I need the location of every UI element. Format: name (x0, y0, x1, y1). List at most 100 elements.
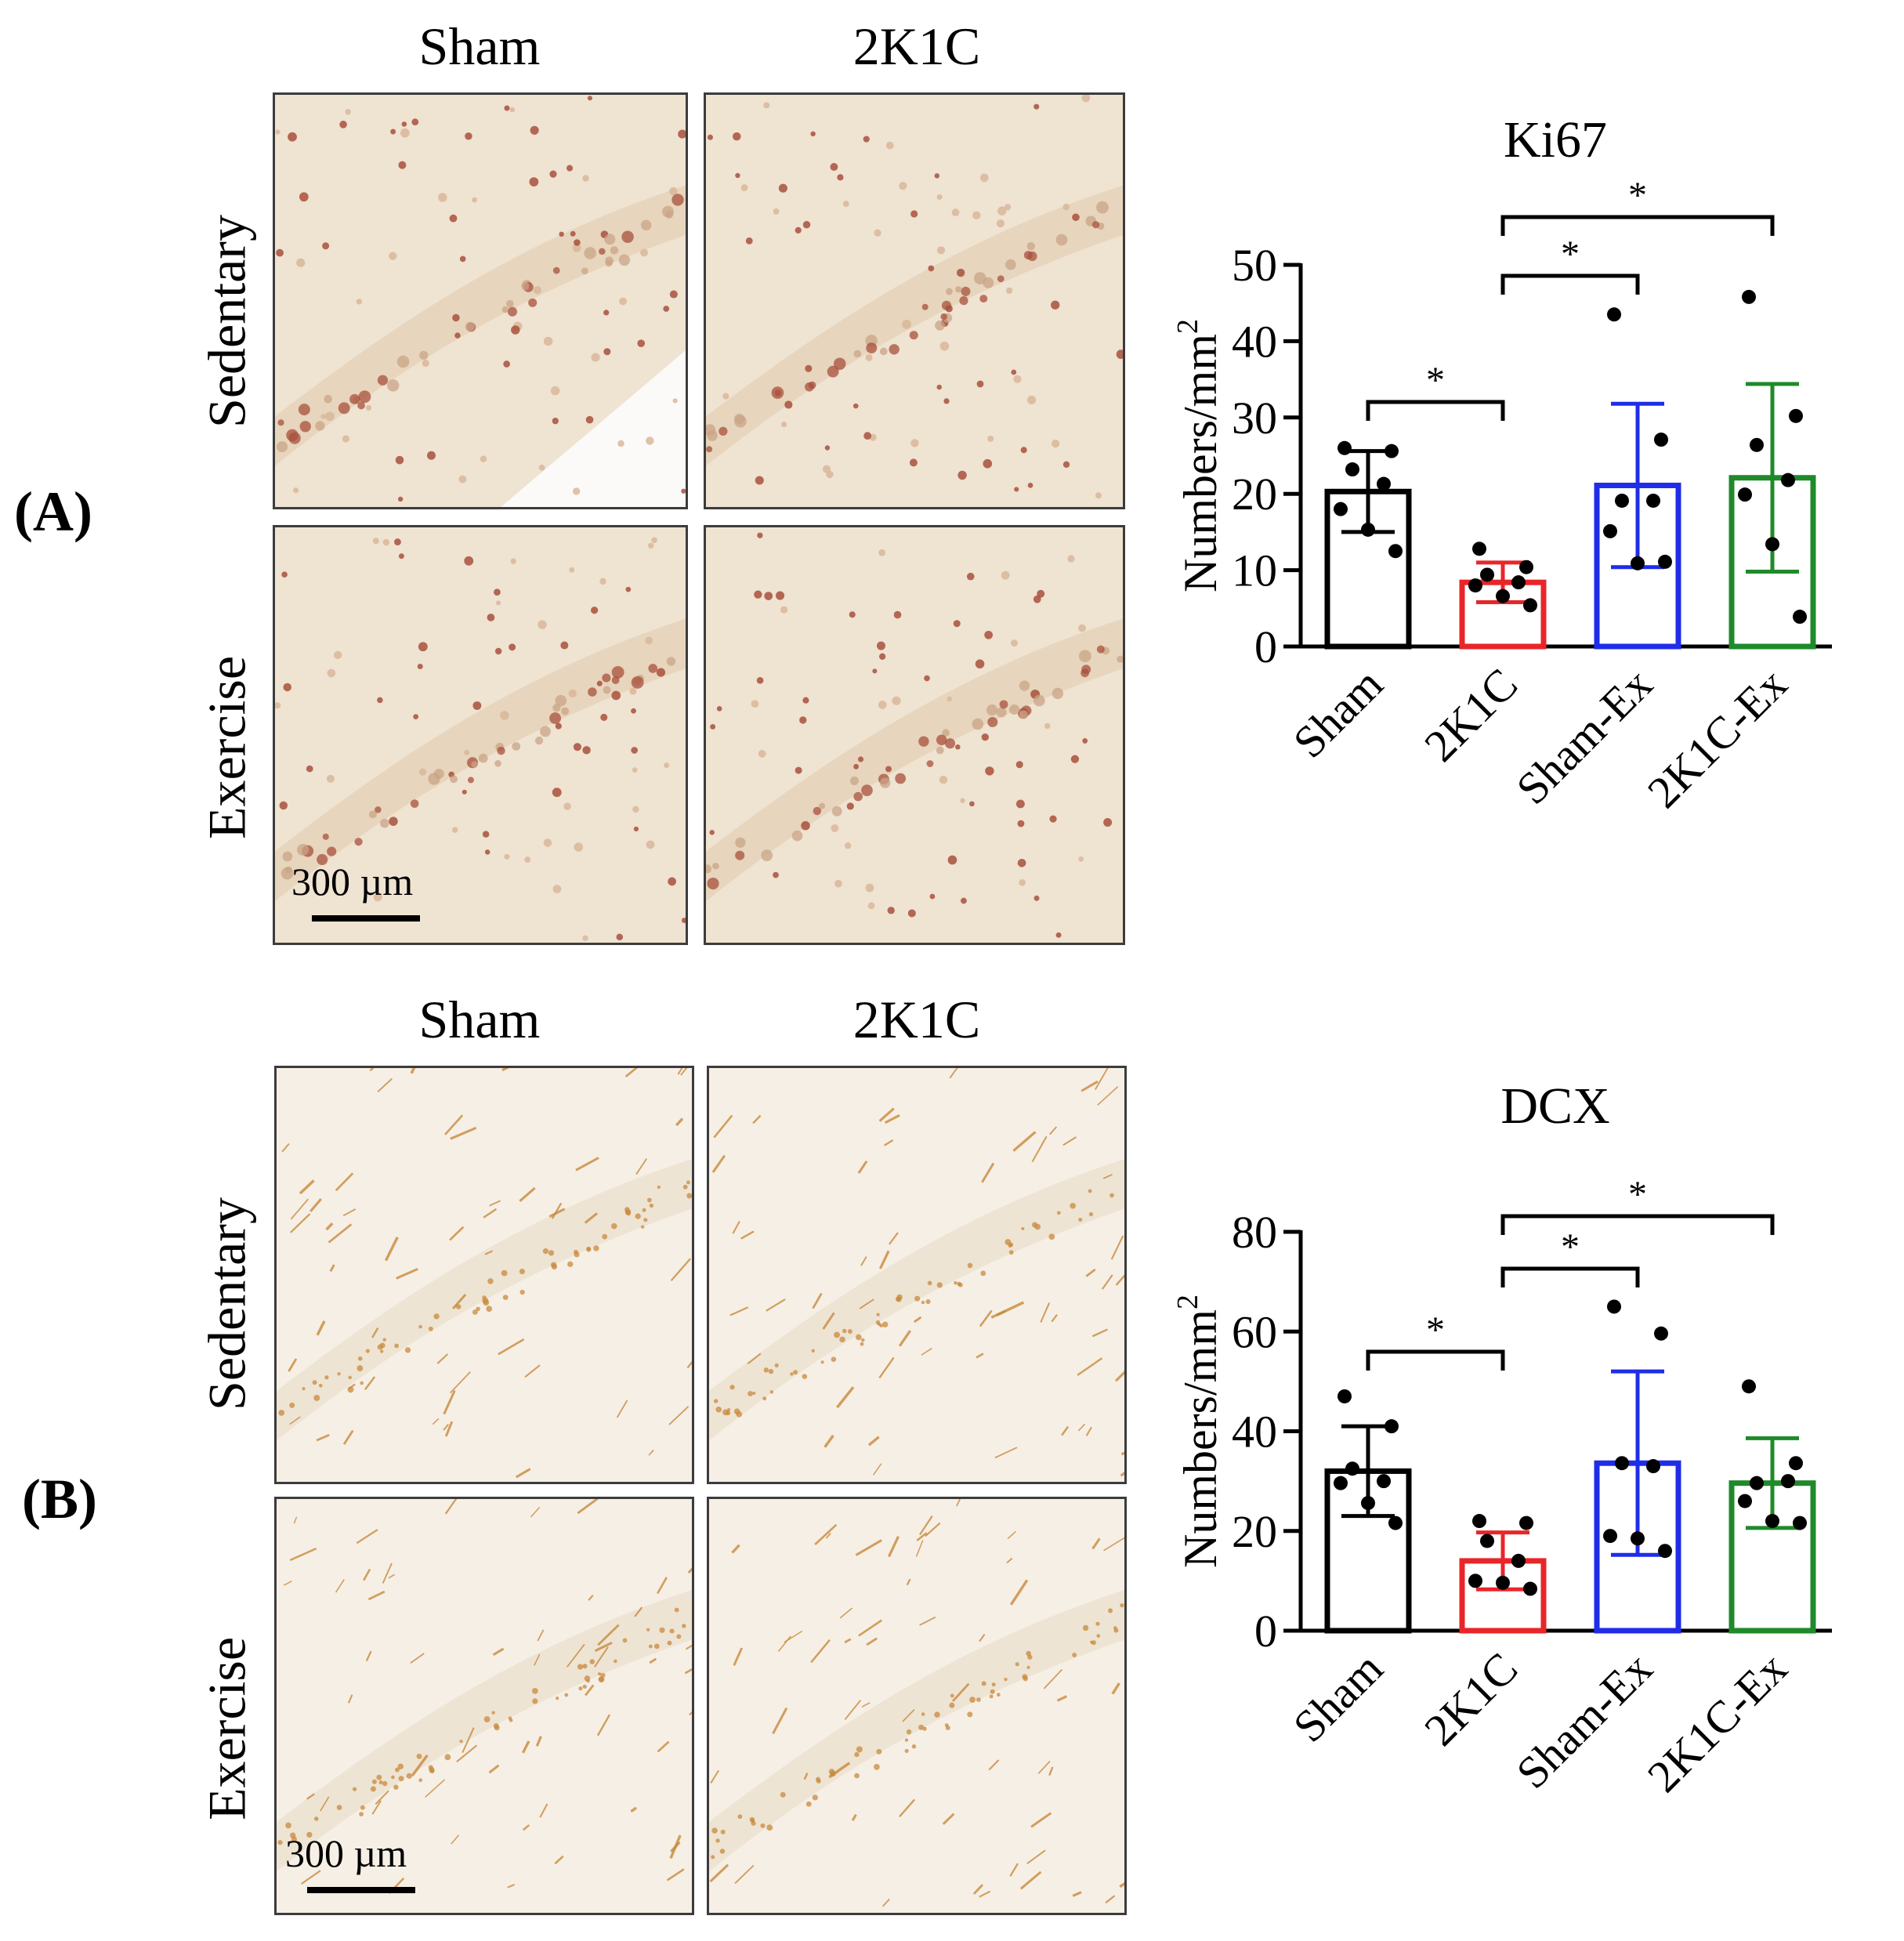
stained-nucleus (706, 446, 713, 453)
stained-nucleus (345, 109, 351, 115)
stained-process (369, 1068, 375, 1072)
stained-process (884, 1114, 900, 1124)
stained-cell (324, 1375, 329, 1380)
stained-nucleus (605, 256, 614, 266)
stained-cell (934, 1711, 940, 1718)
stained-process (979, 1890, 991, 1898)
stained-nucleus (471, 761, 478, 768)
data-point (1385, 1419, 1399, 1434)
stained-process (320, 1796, 330, 1812)
stained-nucleus (582, 935, 588, 941)
stained-process (371, 1327, 379, 1338)
stained-nucleus (866, 342, 878, 354)
stained-nucleus (288, 432, 301, 444)
stained-nucleus (824, 445, 831, 451)
stained-nucleus (707, 877, 719, 890)
stained-cell (780, 1791, 786, 1798)
stained-process (329, 1264, 335, 1273)
stained-nucleus (299, 192, 309, 202)
stained-process (949, 1068, 958, 1079)
stained-cell (676, 1634, 682, 1639)
stained-nucleus (282, 851, 293, 862)
stained-process (889, 1232, 899, 1245)
y-tick-label: 40 (1232, 1407, 1277, 1458)
stained-cell (904, 1748, 909, 1754)
stained-process (657, 1740, 670, 1753)
stained-process (1009, 1579, 1029, 1606)
stained-nucleus (1019, 680, 1030, 691)
significance-star: * (1426, 360, 1445, 401)
stained-cell (1008, 1243, 1012, 1248)
stained-process (976, 1353, 984, 1359)
stained-cell (508, 1716, 512, 1720)
stained-nucleus (813, 806, 822, 816)
x-tick-label: Sham-Ex (1507, 1642, 1663, 1798)
stained-nucleus (979, 295, 988, 303)
stained-process (994, 1447, 1018, 1459)
stained-process (588, 1594, 594, 1601)
stained-cell (1088, 1189, 1092, 1193)
stained-nucleus (297, 843, 309, 856)
stained-cell (967, 1262, 973, 1269)
stained-process (823, 1434, 834, 1448)
stained-process (1026, 1849, 1046, 1864)
stained-process (902, 1709, 915, 1722)
stained-nucleus (452, 827, 458, 833)
micrograph-a-2k1c-sedentary (704, 92, 1125, 509)
stained-nucleus (426, 451, 436, 460)
stained-nucleus (1005, 287, 1013, 295)
stained-cell (847, 1329, 852, 1334)
stained-nucleus (1027, 395, 1037, 405)
stained-nucleus (935, 320, 945, 331)
stained-process (1048, 1126, 1058, 1135)
stained-process (1120, 1472, 1124, 1477)
stained-cell (720, 1829, 726, 1834)
data-point (1345, 1461, 1359, 1476)
stained-nucleus (1033, 895, 1040, 901)
data-point (1738, 487, 1752, 502)
stained-process (289, 1416, 301, 1425)
stained-nucleus (1081, 95, 1091, 103)
stained-nucleus (398, 553, 404, 559)
stained-process (878, 1250, 890, 1269)
stained-nucleus (999, 700, 1008, 709)
stained-process (668, 1406, 690, 1425)
stained-nucleus (934, 173, 940, 179)
data-point (1385, 444, 1399, 458)
stained-nucleus (710, 724, 716, 730)
stained-nucleus (681, 918, 686, 924)
stained-nucleus (969, 801, 975, 807)
stained-nucleus (417, 663, 423, 670)
stained-cell (967, 1711, 973, 1718)
stained-process (325, 1222, 334, 1231)
stained-cell (398, 1776, 404, 1782)
stained-nucleus (566, 165, 574, 172)
stained-nucleus (568, 689, 577, 697)
stained-nucleus (478, 753, 488, 763)
y-tick-label: 20 (1232, 1506, 1277, 1557)
stained-process (1030, 1812, 1052, 1828)
stained-nucleus (853, 763, 859, 770)
stained-cell (416, 1753, 422, 1759)
stained-process (1062, 1136, 1077, 1146)
stained-nucleus (857, 756, 864, 762)
panel-a-column-header-sham: Sham (418, 16, 541, 76)
significance-bracket (1500, 1266, 1640, 1287)
panel-a-scale-bar (312, 915, 420, 922)
stained-process (670, 1841, 681, 1852)
stained-nucleus (1055, 932, 1062, 938)
stained-nucleus (716, 706, 722, 712)
stained-nucleus (876, 641, 885, 650)
stained-process (740, 1230, 755, 1240)
stained-nucleus (509, 643, 516, 651)
micrograph-b-sham-sedentary (274, 1066, 694, 1484)
stained-cell (674, 1607, 679, 1613)
stained-cell (727, 1407, 731, 1411)
stained-cell (1096, 1634, 1101, 1638)
data-point (1377, 476, 1391, 491)
stained-nucleus (600, 713, 608, 721)
stained-cell (428, 1326, 433, 1331)
stained-nucleus (801, 820, 810, 831)
stained-nucleus (997, 206, 1007, 215)
stained-cell (669, 1628, 675, 1634)
